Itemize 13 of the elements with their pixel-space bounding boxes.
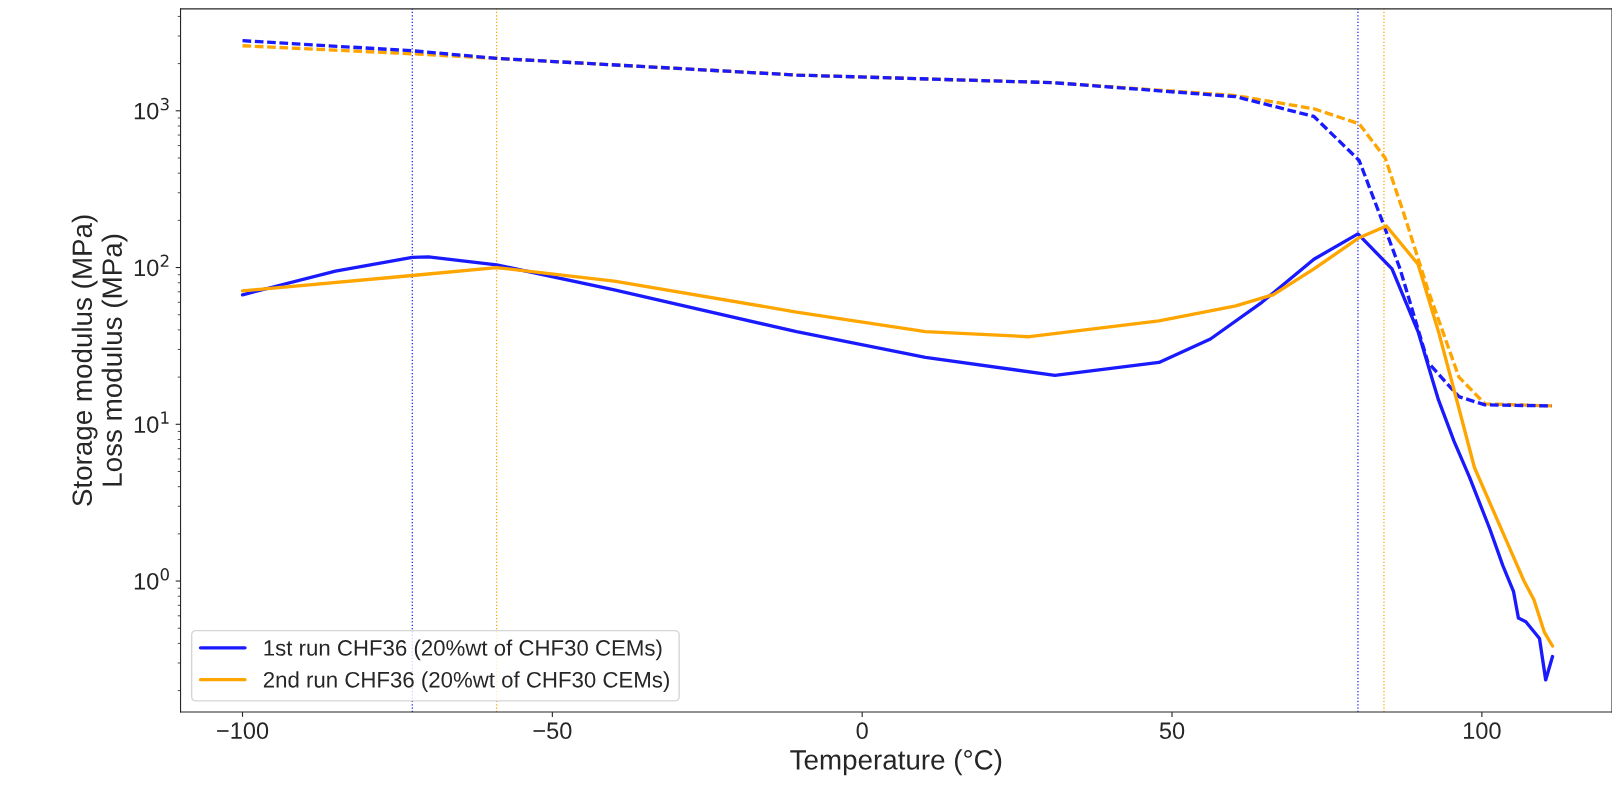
x-axis-title: Temperature (°C): [790, 749, 1002, 776]
x-tick-label: 50: [1159, 722, 1185, 740]
x-tick-label: −50: [533, 722, 572, 740]
legend-label: 2nd run CHF36 (20%wt of CHF30 CEMs): [263, 671, 669, 693]
x-tick-label: 100: [1463, 722, 1501, 740]
y-tick-label: 10$^{2}$: [134, 254, 169, 277]
y-tick-label: 10$^{0}$: [134, 568, 169, 590]
x-tick-label: −100: [217, 722, 269, 740]
y-axis-title: Storage modulus (MPa) Loss modulus (MPa): [71, 215, 128, 506]
x-tick-label: 0: [856, 722, 868, 740]
y-tick-label: 10$^{3}$: [134, 97, 169, 120]
y-tick-label: 10$^{1}$: [134, 411, 169, 433]
legend-label: 1st run CHF36 (20%wt of CHF30 CEMs): [264, 639, 662, 661]
